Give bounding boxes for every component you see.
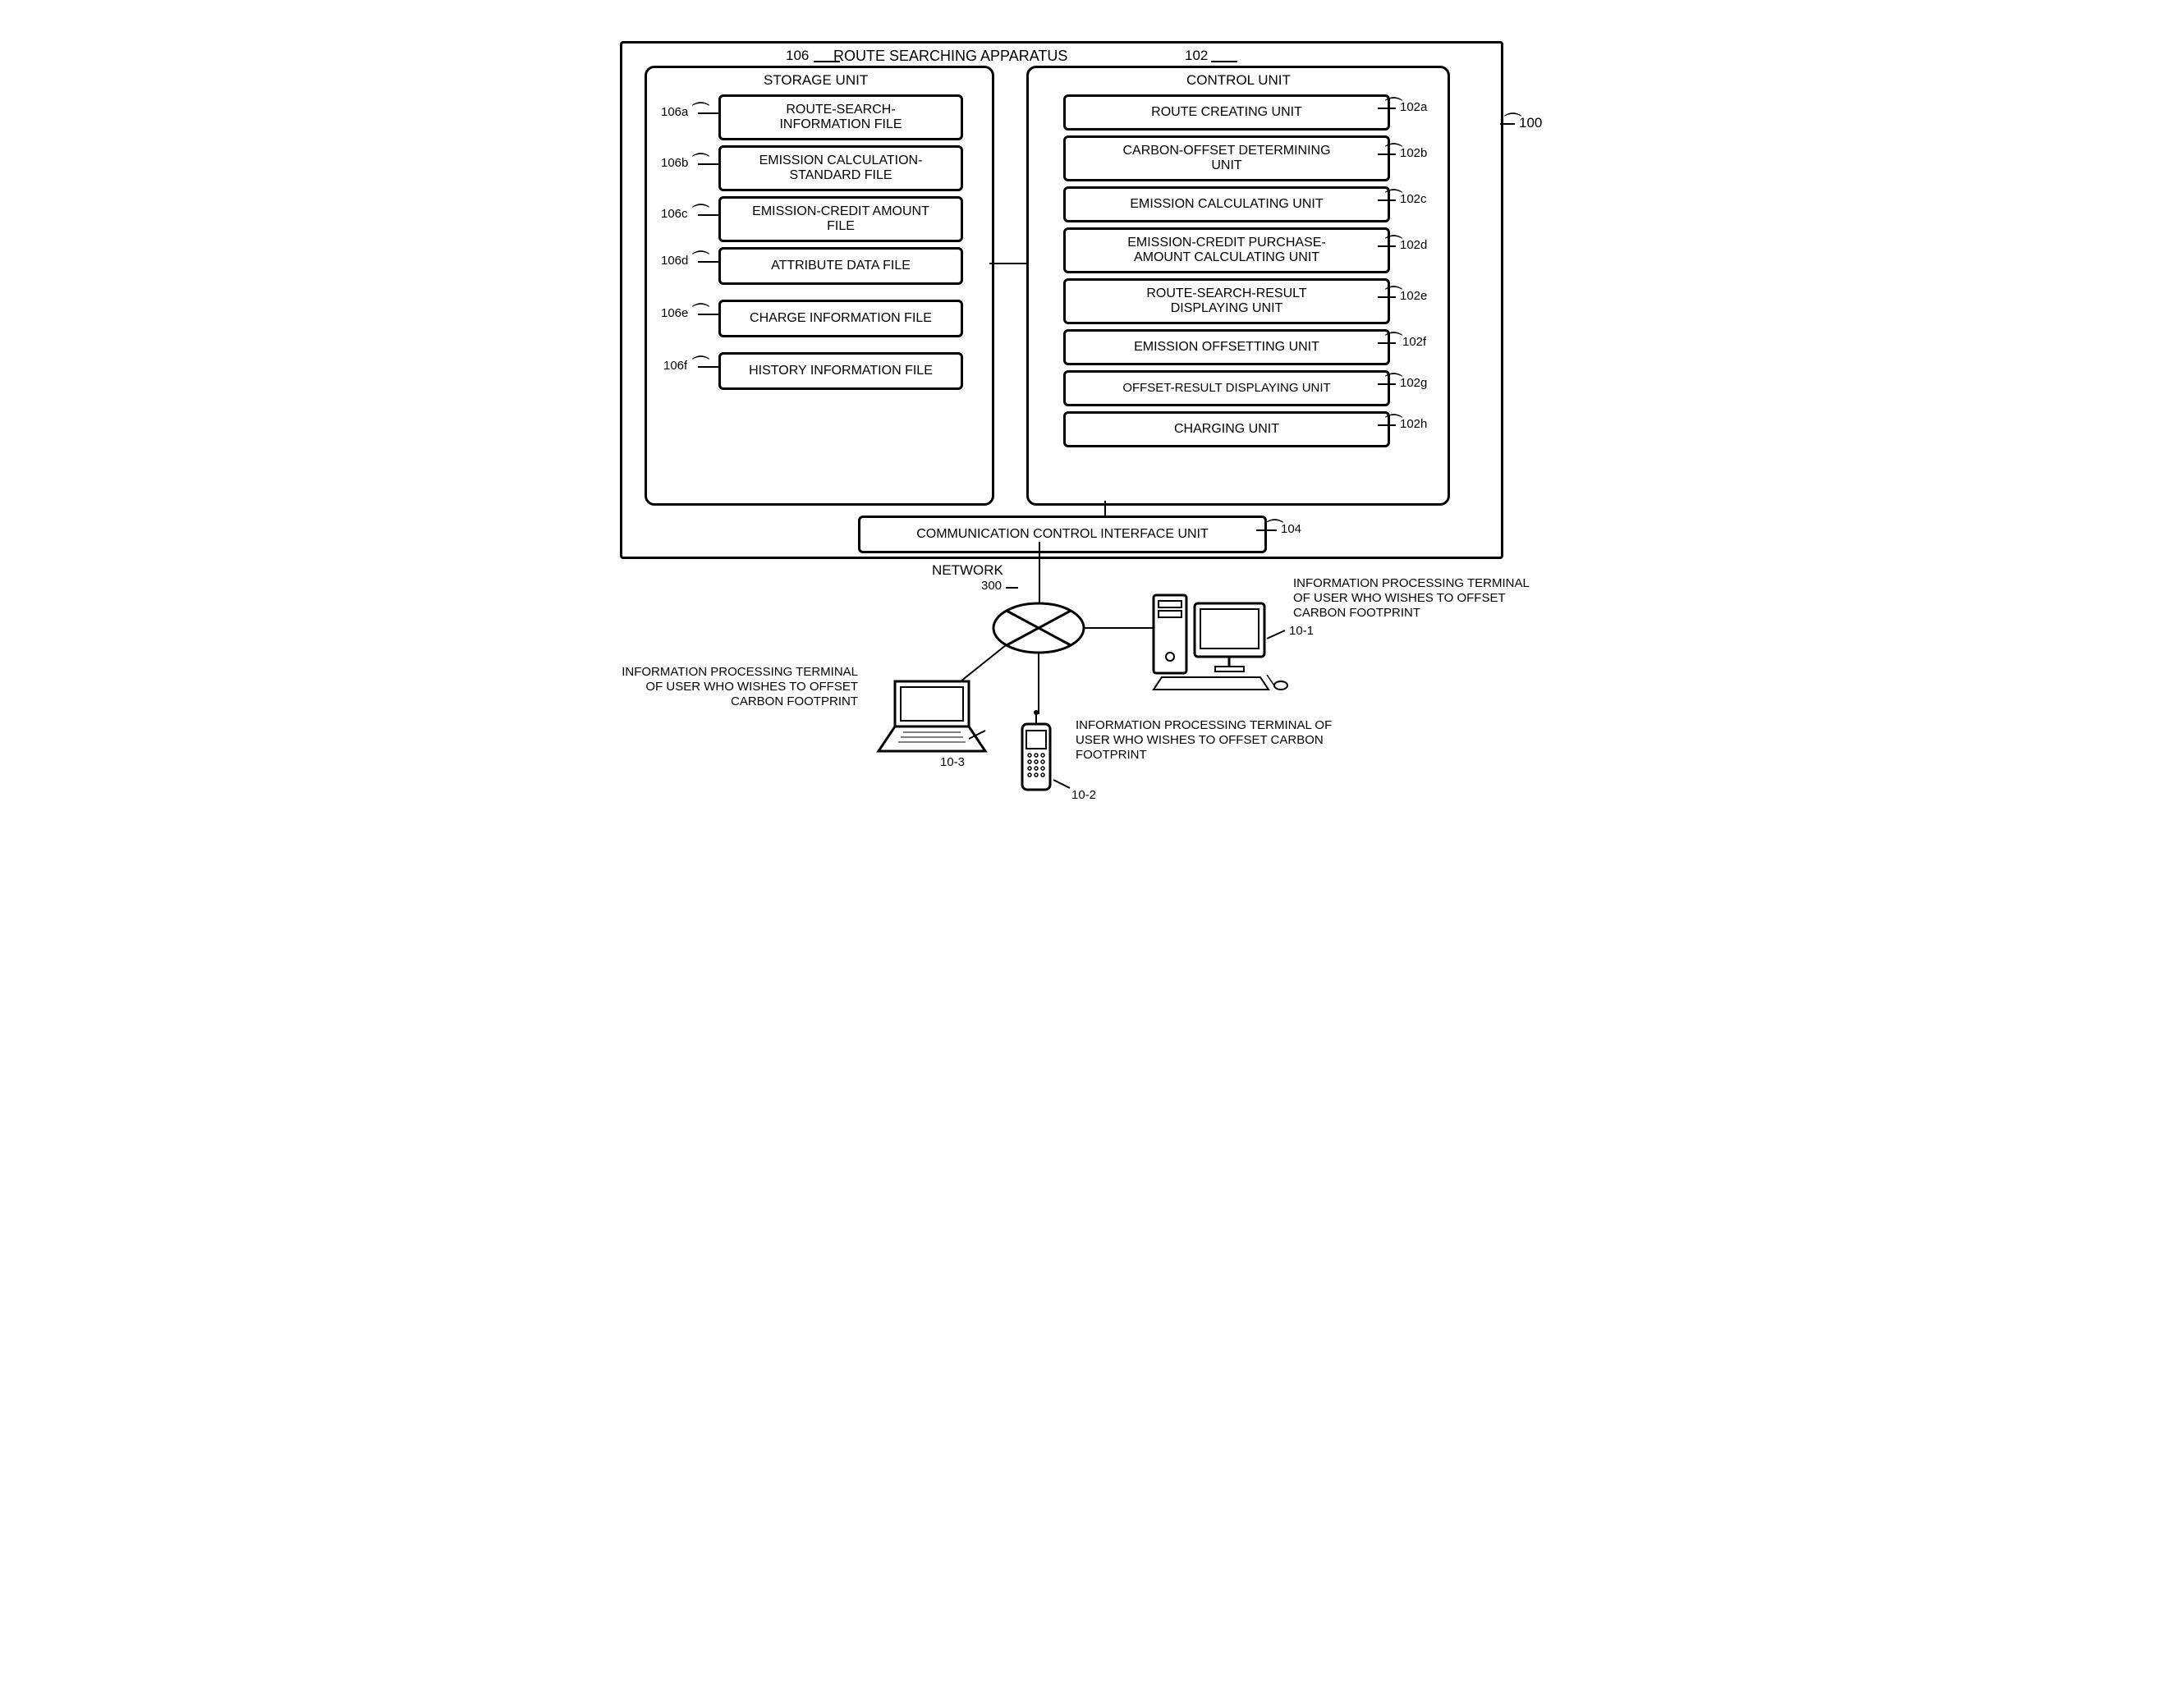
- control-item-label: EMISSION CALCULATING UNIT: [1130, 197, 1323, 212]
- terminal-label: INFORMATION PROCESSING TERMINAL OF USER …: [608, 665, 858, 709]
- comm-label: COMMUNICATION CONTROL INTERFACE UNIT: [916, 527, 1209, 542]
- apparatus-title: ROUTE SEARCHING APPARATUS: [833, 48, 1067, 65]
- apparatus-curl: ⏜: [1504, 112, 1521, 134]
- control-item-label: CARBON-OFFSET DETERMINING UNIT: [1122, 144, 1330, 174]
- control-item: ROUTE-SEARCH-RESULT DISPLAYING UNIT: [1063, 278, 1390, 324]
- control-item-label: OFFSET-RESULT DISPLAYING UNIT: [1122, 381, 1330, 395]
- ref-curl: ⏜: [1385, 97, 1402, 118]
- ref-curl: ⏜: [692, 355, 709, 377]
- ref-curl: ⏜: [1385, 189, 1402, 210]
- diagram-root: ROUTE SEARCHING APPARATUS 106 102 100 ⏜ …: [579, 16, 1605, 821]
- control-item: CHARGING UNIT: [1063, 411, 1390, 447]
- control-item: EMISSION-CREDIT PURCHASE- AMOUNT CALCULA…: [1063, 227, 1390, 273]
- control-item-ref: 102c: [1400, 192, 1427, 206]
- ref-curl: ⏜: [692, 303, 709, 324]
- storage-item-label: CHARGE INFORMATION FILE: [750, 311, 932, 326]
- storage-item-label: HISTORY INFORMATION FILE: [749, 364, 933, 378]
- control-item: EMISSION CALCULATING UNIT: [1063, 186, 1390, 222]
- apparatus-ref: 100: [1519, 115, 1542, 131]
- storage-ref: 106: [786, 48, 809, 64]
- storage-item-label: EMISSION CALCULATION- STANDARD FILE: [759, 154, 923, 184]
- storage-title: STORAGE UNIT: [764, 72, 868, 89]
- control-item-label: EMISSION-CREDIT PURCHASE- AMOUNT CALCULA…: [1127, 236, 1326, 266]
- storage-item-ref: 106e: [661, 306, 688, 320]
- control-item-ref: 102b: [1400, 146, 1427, 160]
- ref-curl: ⏜: [1385, 332, 1402, 353]
- storage-item: EMISSION CALCULATION- STANDARD FILE: [718, 145, 963, 191]
- comm-box: COMMUNICATION CONTROL INTERFACE UNIT: [858, 516, 1267, 553]
- storage-item: HISTORY INFORMATION FILE: [718, 352, 963, 390]
- control-item-ref: 102d: [1400, 238, 1427, 252]
- ref-curl: ⏜: [692, 204, 709, 225]
- storage-item-label: ROUTE-SEARCH- INFORMATION FILE: [779, 103, 902, 133]
- terminal-label: INFORMATION PROCESSING TERMINAL OF USER …: [1293, 576, 1530, 621]
- ref-curl: ⏜: [1385, 373, 1402, 394]
- control-ref-lead: [1211, 61, 1237, 62]
- control-item-ref: 102g: [1400, 376, 1427, 390]
- ref-curl: ⏜: [1385, 235, 1402, 256]
- control-item-ref: 102e: [1400, 289, 1427, 303]
- control-item: CARBON-OFFSET DETERMINING UNIT: [1063, 135, 1390, 181]
- comm-network-connector: [1039, 542, 1040, 603]
- storage-item: ROUTE-SEARCH- INFORMATION FILE: [718, 94, 963, 140]
- ref-curl: ⏜: [692, 102, 709, 123]
- control-title: CONTROL UNIT: [1186, 72, 1291, 89]
- terminal-ref: 10-2: [1071, 788, 1096, 802]
- control-item-label: CHARGING UNIT: [1174, 422, 1279, 437]
- terminal-ref: 10-1: [1289, 624, 1314, 638]
- control-item: OFFSET-RESULT DISPLAYING UNIT: [1063, 370, 1390, 406]
- storage-item: ATTRIBUTE DATA FILE: [718, 247, 963, 285]
- control-item: EMISSION OFFSETTING UNIT: [1063, 329, 1390, 365]
- network-ref: 300: [981, 579, 1002, 593]
- control-item-ref: 102h: [1400, 417, 1427, 431]
- storage-item-ref: 106f: [663, 359, 687, 373]
- control-comm-connector: [1104, 501, 1106, 516]
- storage-ref-lead: [814, 61, 840, 62]
- network-label: NETWORK: [932, 562, 1003, 579]
- ref-curl: ⏜: [692, 250, 709, 272]
- storage-item: EMISSION-CREDIT AMOUNT FILE: [718, 196, 963, 242]
- ref-curl: ⏜: [1385, 286, 1402, 307]
- ref-curl: ⏜: [1385, 143, 1402, 164]
- ref-curl: ⏜: [1385, 414, 1402, 435]
- storage-control-connector: [989, 263, 1026, 264]
- storage-item-ref: 106c: [661, 207, 688, 221]
- control-item-ref: 102f: [1402, 335, 1426, 349]
- network-ref-lead: [1006, 587, 1018, 589]
- control-item-ref: 102a: [1400, 100, 1427, 114]
- ref-curl: ⏜: [1266, 519, 1283, 540]
- terminal-ref: 10-3: [940, 755, 965, 769]
- control-ref: 102: [1185, 48, 1208, 64]
- storage-item: CHARGE INFORMATION FILE: [718, 300, 963, 337]
- comm-ref: 104: [1281, 522, 1301, 536]
- control-item-label: ROUTE-SEARCH-RESULT DISPLAYING UNIT: [1146, 286, 1306, 317]
- storage-item-ref: 106b: [661, 156, 688, 170]
- control-item: ROUTE CREATING UNIT: [1063, 94, 1390, 131]
- control-item-label: ROUTE CREATING UNIT: [1151, 105, 1302, 120]
- storage-item-ref: 106d: [661, 254, 688, 268]
- ref-curl: ⏜: [692, 153, 709, 174]
- terminal-label: INFORMATION PROCESSING TERMINAL OF USER …: [1076, 718, 1332, 763]
- storage-item-ref: 106a: [661, 105, 688, 119]
- control-item-label: EMISSION OFFSETTING UNIT: [1134, 340, 1319, 355]
- storage-item-label: EMISSION-CREDIT AMOUNT FILE: [752, 204, 929, 235]
- storage-item-label: ATTRIBUTE DATA FILE: [771, 259, 911, 273]
